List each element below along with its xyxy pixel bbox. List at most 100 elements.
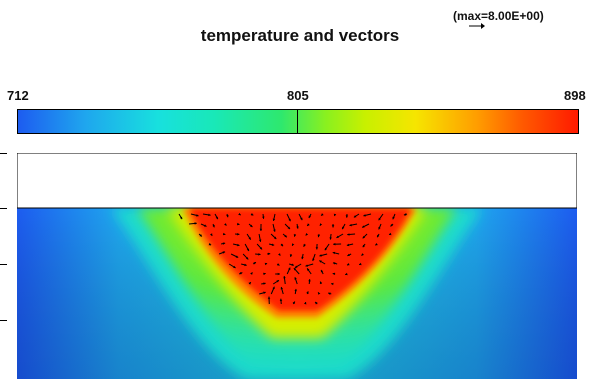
velocity-vector-head [292,301,295,304]
velocity-vector-head [347,233,350,236]
velocity-vector-head [237,232,240,236]
velocity-vector-head [237,243,240,247]
velocity-vector-head [288,267,291,271]
velocity-vector-head [319,254,322,257]
velocity-vector-head [262,216,265,219]
velocity-vector-head [307,223,310,226]
velocity-vector-head [336,235,339,238]
velocity-vector-head [332,251,336,255]
velocity-vector-head [253,262,256,265]
velocity-vector-head [273,236,277,239]
velocity-vector-head [315,301,318,305]
velocity-vector-head [315,247,319,250]
velocity-vector-head [237,222,240,226]
velocity-vector-head [332,272,336,276]
velocity-vector-head [271,243,275,246]
velocity-vector-head [363,214,366,217]
velocity-vector-head [312,258,315,261]
velocity-vector-head [250,224,253,228]
velocity-vector-head [346,243,350,247]
velocity-vector-head [226,214,229,218]
velocity-vector-head [250,272,253,275]
vector-scale-arrow-icon [469,23,485,29]
velocity-vector-head [362,225,365,228]
velocity-vector-head [280,286,284,290]
velocity-vector-head [267,296,271,299]
velocity-vector-head [263,272,266,276]
velocity-vector-head [264,262,268,266]
velocity-vector-head [307,268,310,271]
velocity-vector-head [347,263,350,266]
velocity-vector-field [178,212,408,305]
velocity-vector-head [272,286,275,290]
velocity-vector-head [289,254,293,257]
velocity-vector-head [377,234,380,238]
velocity-vector-head [248,237,251,240]
velocity-vector-head [388,232,392,236]
velocity-vector-head [179,216,183,220]
velocity-vector-head [345,272,348,276]
velocity-vector-head [296,226,299,229]
velocity-vector-head [199,234,202,237]
velocity-vector-head [287,226,291,230]
velocity-vector-head [223,232,226,236]
velocity-vector-head [208,242,212,246]
velocity-vector-head [294,277,297,280]
velocity-vector-head [390,224,393,227]
velocity-vector-head [362,235,366,239]
colorbar-max-label: 898 [564,88,586,103]
velocity-vector-head [305,233,309,236]
velocity-vector-head [273,229,276,232]
velocity-vector-head [278,253,281,256]
velocity-vector-head [277,272,280,276]
velocity-vector-head [293,268,297,271]
velocity-vector-head [375,242,378,246]
y-axis-tick [0,264,7,265]
velocity-vector-head [378,226,381,230]
velocity-vector-head [300,217,303,221]
velocity-vector-head [293,234,297,237]
velocity-vector-head [328,292,331,295]
velocity-vector-head [208,213,211,217]
velocity-vector-head [279,298,283,301]
velocity-vector-head [233,265,236,268]
y-axis-tick [0,208,7,209]
velocity-vector-head [204,224,207,227]
velocity-vector-head [215,216,218,220]
velocity-vector-head [209,233,213,236]
y-axis-tick [0,320,7,321]
velocity-vector-head [308,279,311,282]
velocity-vector-head [332,262,336,265]
velocity-vector-head [283,276,286,279]
velocity-vector-head [291,243,295,246]
colorbar-min-label: 712 [7,88,29,103]
velocity-vector-head [267,252,271,256]
velocity-vector-head [324,247,328,251]
velocity-vector-head [222,251,226,254]
velocity-vector-head [272,218,276,221]
velocity-vector-head [342,226,345,230]
colorbar-mid-tick [297,109,298,134]
velocity-vector-head [331,225,335,228]
velocity-vector-head [333,242,336,246]
velocity-vector-head [349,223,352,227]
velocity-vector-head [362,244,366,248]
velocity-vector-head [239,272,243,275]
velocity-vector-head [263,282,266,285]
velocity-vector-head [259,228,263,231]
velocity-vector-head [361,253,364,256]
velocity-vector-head [244,263,247,267]
velocity-vector-head [329,237,332,240]
velocity-vector-head [196,214,199,217]
y-axis-tick [0,153,7,154]
temperature-field-plot [17,153,577,379]
velocity-vector-head [319,260,322,263]
velocity-vector-head [306,291,309,294]
velocity-vector-head [212,224,215,228]
velocity-vector-head [194,222,197,225]
velocity-vector-head [321,213,324,216]
velocity-vector-head [378,217,381,221]
velocity-vector-head [235,255,239,258]
velocity-vector-head [345,215,349,218]
velocity-vector-head [222,242,226,245]
